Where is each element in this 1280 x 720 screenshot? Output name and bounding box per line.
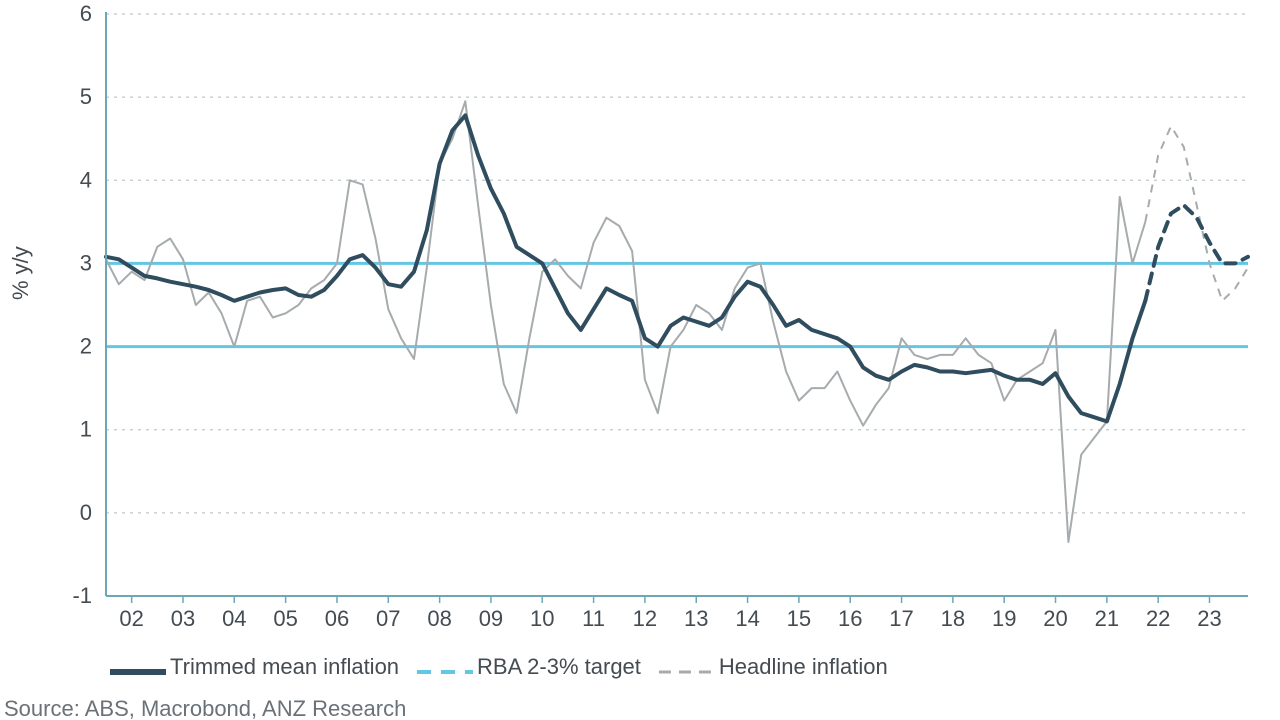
svg-text:04: 04 bbox=[222, 606, 246, 631]
inflation-line-chart: % y/y -101234560203040506070809101112131… bbox=[0, 0, 1280, 720]
legend-label: Trimmed mean inflation bbox=[170, 654, 399, 680]
svg-text:10: 10 bbox=[530, 606, 554, 631]
svg-text:08: 08 bbox=[427, 606, 451, 631]
svg-text:06: 06 bbox=[325, 606, 349, 631]
svg-text:23: 23 bbox=[1197, 606, 1221, 631]
svg-text:-1: -1 bbox=[72, 583, 92, 608]
legend-item-headline: Headline inflation bbox=[659, 654, 888, 680]
svg-text:17: 17 bbox=[889, 606, 913, 631]
svg-text:09: 09 bbox=[479, 606, 503, 631]
svg-text:07: 07 bbox=[376, 606, 400, 631]
svg-text:11: 11 bbox=[582, 606, 605, 631]
svg-text:12: 12 bbox=[633, 606, 657, 631]
svg-text:15: 15 bbox=[787, 606, 811, 631]
svg-text:02: 02 bbox=[119, 606, 143, 631]
svg-text:3: 3 bbox=[80, 250, 92, 275]
legend-item-trimmed: Trimmed mean inflation bbox=[110, 654, 399, 680]
svg-text:0: 0 bbox=[80, 500, 92, 525]
svg-text:05: 05 bbox=[273, 606, 297, 631]
chart-legend: Trimmed mean inflation RBA 2-3% target Hea… bbox=[110, 654, 888, 680]
svg-text:21: 21 bbox=[1095, 606, 1119, 631]
svg-text:19: 19 bbox=[992, 606, 1016, 631]
svg-text:14: 14 bbox=[735, 606, 759, 631]
legend-label: Headline inflation bbox=[719, 654, 888, 680]
svg-text:6: 6 bbox=[80, 1, 92, 26]
chart-svg: -101234560203040506070809101112131415161… bbox=[0, 0, 1280, 652]
y-axis-label: % y/y bbox=[8, 246, 34, 300]
svg-text:16: 16 bbox=[838, 606, 862, 631]
svg-text:20: 20 bbox=[1043, 606, 1067, 631]
svg-text:2: 2 bbox=[80, 334, 92, 359]
svg-text:5: 5 bbox=[80, 84, 92, 109]
svg-text:1: 1 bbox=[80, 417, 92, 442]
svg-text:03: 03 bbox=[171, 606, 195, 631]
svg-text:22: 22 bbox=[1146, 606, 1170, 631]
legend-label: RBA 2-3% target bbox=[477, 654, 641, 680]
svg-text:4: 4 bbox=[80, 167, 92, 192]
svg-text:18: 18 bbox=[941, 606, 965, 631]
legend-item-target: RBA 2-3% target bbox=[417, 654, 641, 680]
source-attribution: Source: ABS, Macrobond, ANZ Research bbox=[4, 696, 406, 720]
svg-text:13: 13 bbox=[684, 606, 708, 631]
